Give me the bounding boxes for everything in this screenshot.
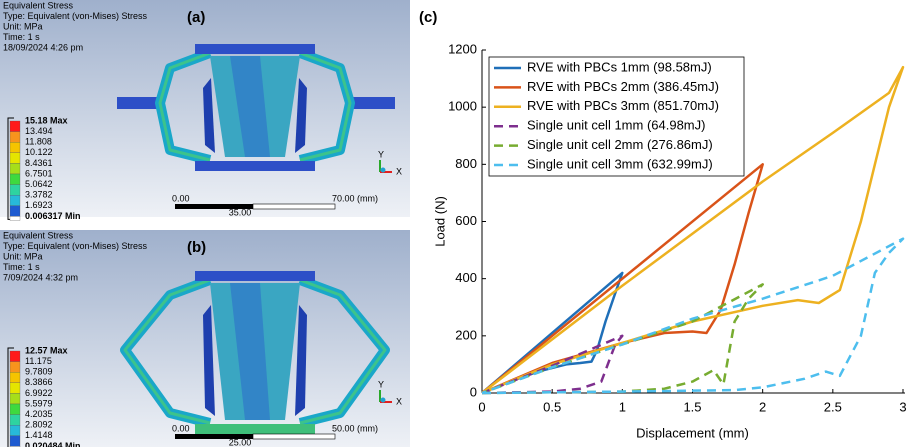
legend-band: [10, 393, 20, 404]
info-line: Type: Equivalent (von-Mises) Stress: [3, 11, 148, 21]
legend-band: [10, 153, 20, 164]
y-tick-label: 1200: [448, 41, 477, 56]
legend-label: Single unit cell 2mm (276.86mJ): [527, 137, 713, 152]
triad-origin: [381, 398, 386, 403]
x-tick-label: 2.5: [824, 399, 842, 414]
legend-label: 11.175: [25, 356, 52, 366]
y-tick-label: 400: [455, 270, 477, 285]
info-line: Type: Equivalent (von-Mises) Stress: [3, 241, 148, 251]
legend-label: 5.5979: [25, 398, 53, 408]
legend-label: 4.2035: [25, 409, 53, 419]
legend-label: 3.3782: [25, 190, 53, 200]
info-line: 18/09/2024 4:26 pm: [3, 42, 83, 52]
panel-label: (a): [187, 9, 205, 26]
figure: Equivalent StressType: Equivalent (von-M…: [0, 0, 909, 447]
legend-band: [10, 206, 20, 217]
y-tick-label: 1000: [448, 99, 477, 114]
legend-label: 11.808: [25, 137, 52, 147]
chart-label: (c): [419, 9, 437, 26]
scale-bar: [175, 204, 253, 209]
legend-band: [10, 425, 20, 436]
scale-bar: [253, 204, 335, 209]
x-tick-label: 1: [619, 399, 626, 414]
legend-label: 12.57 Max: [25, 345, 68, 355]
legend-band: [10, 132, 20, 143]
y-tick-label: 800: [455, 156, 477, 171]
x-tick-label: 1.5: [683, 399, 701, 414]
legend-band: [10, 404, 20, 415]
info-line: Time: 1 s: [3, 32, 40, 42]
x-tick-label: 2: [759, 399, 766, 414]
scale-label: 50.00 (mm): [332, 423, 378, 433]
legend-label: 6.9922: [25, 388, 53, 398]
triad-label: X: [396, 166, 402, 176]
legend-label: 8.4361: [25, 158, 53, 168]
info-line: Equivalent Stress: [3, 230, 74, 240]
legend-label: 0.020484 Min: [25, 441, 81, 447]
top-plate: [195, 271, 315, 281]
legend-band: [10, 185, 20, 196]
top-plate: [195, 44, 315, 54]
legend-label: 10.122: [25, 147, 53, 157]
legend-label: Single unit cell 3mm (632.99mJ): [527, 156, 713, 171]
bottom-plate: [195, 161, 315, 171]
legend-band: [10, 163, 20, 174]
legend-label: 9.7809: [25, 367, 53, 377]
legend-label: RVE with PBCs 3mm (851.70mJ): [527, 98, 719, 113]
legend-label: 6.7501: [25, 168, 53, 178]
legend-label: 1.4148: [25, 430, 53, 440]
scale-bar: [253, 434, 335, 439]
scale-label: 0.00: [172, 193, 190, 203]
legend-band: [10, 174, 20, 185]
bottom-plate: [195, 424, 315, 434]
legend-label: 15.18 Max: [25, 115, 68, 125]
info-line: 7/09/2024 4:32 pm: [3, 272, 78, 282]
legend-band: [10, 121, 20, 132]
scale-label: 0.00: [172, 423, 190, 433]
legend-band: [10, 216, 20, 220]
legend-band: [10, 142, 20, 153]
info-line: Unit: MPa: [3, 251, 43, 261]
legend-band: [10, 415, 20, 426]
x-tick-label: 0: [478, 399, 485, 414]
legend-band: [10, 351, 20, 362]
y-tick-label: 0: [470, 384, 477, 399]
legend-band: [10, 195, 20, 206]
legend-label: Single unit cell 1mm (64.98mJ): [527, 118, 705, 133]
legend-label: 2.8092: [25, 420, 53, 430]
info-line: Equivalent Stress: [3, 0, 74, 10]
legend-label: 0.006317 Min: [25, 211, 81, 221]
info-line: Unit: MPa: [3, 21, 43, 31]
series-line: [482, 164, 763, 393]
legend-band: [10, 436, 20, 447]
legend-label: 13.494: [25, 126, 53, 136]
legend-band: [10, 362, 20, 373]
legend-label: RVE with PBCs 1mm (98.58mJ): [527, 59, 712, 74]
y-tick-label: 200: [455, 327, 477, 342]
legend-label: RVE with PBCs 2mm (386.45mJ): [527, 79, 719, 94]
legend-label: 5.0642: [25, 179, 53, 189]
legend-label: 1.6923: [25, 200, 53, 210]
y-axis-label: Load (N): [432, 196, 447, 247]
legend-label: 8.3866: [25, 377, 53, 387]
legend-band: [10, 383, 20, 394]
legend-band: [10, 372, 20, 383]
triad-label: X: [396, 396, 402, 406]
side-bar: [348, 97, 395, 109]
triad-label: Y: [378, 379, 384, 389]
x-tick-label: 3: [899, 399, 906, 414]
triad-origin: [381, 168, 386, 173]
x-axis-label: Displacement (mm): [636, 425, 749, 440]
scale-label: 70.00 (mm): [332, 193, 378, 203]
x-tick-label: 0.5: [543, 399, 561, 414]
panel-label: (b): [187, 239, 206, 256]
triad-label: Y: [378, 149, 384, 159]
y-tick-label: 600: [455, 213, 477, 228]
info-line: Time: 1 s: [3, 262, 40, 272]
scale-bar: [175, 434, 253, 439]
